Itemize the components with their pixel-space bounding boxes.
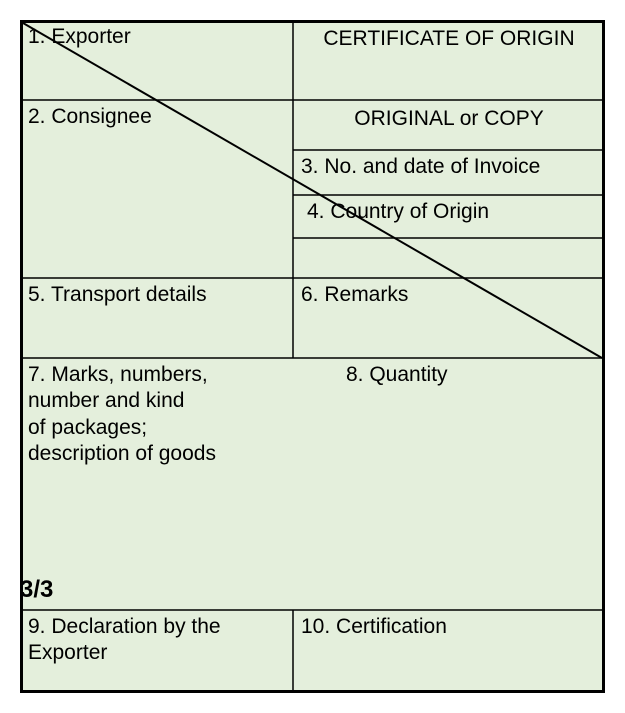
field-quantity: 8. Quantity xyxy=(320,358,520,610)
field-consignee: 2. Consignee xyxy=(20,100,293,278)
form-title: CERTIFICATE OF ORIGIN xyxy=(293,20,605,100)
field-exporter: 1. Exporter xyxy=(20,20,293,100)
field-invoice: 3. No. and date of Invoice xyxy=(293,150,605,195)
page-number: 3/3 xyxy=(20,576,605,610)
field-certification: 10. Certification xyxy=(293,610,605,693)
field-declaration: 9. Declaration by the Exporter xyxy=(20,610,293,693)
field-country-origin: 4. Country of Origin xyxy=(293,195,605,238)
field-original-copy: ORIGINAL or COPY xyxy=(293,100,605,150)
field-remarks: 6. Remarks xyxy=(293,278,605,358)
field-country-origin-extra xyxy=(293,238,605,278)
certificate-of-origin-form: 1. Exporter CERTIFICATE OF ORIGIN 2. Con… xyxy=(20,20,605,693)
field-goods-description: 7. Marks, numbers, number and kind of pa… xyxy=(20,358,250,610)
field-transport: 5. Transport details xyxy=(20,278,293,358)
